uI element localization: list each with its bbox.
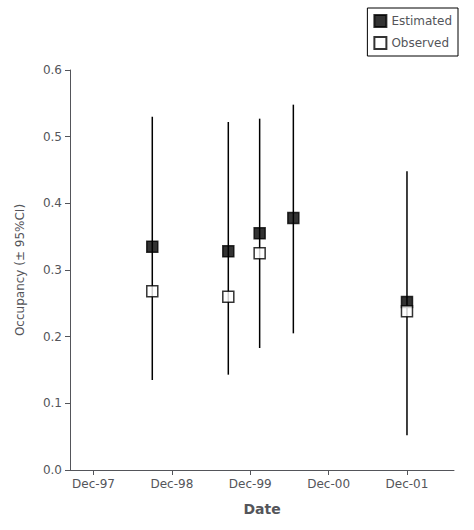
svg-text:Date: Date [243,501,280,517]
svg-text:0.4: 0.4 [43,196,62,210]
svg-text:0.0: 0.0 [43,463,62,477]
svg-text:0.1: 0.1 [43,396,62,410]
svg-text:Dec-97: Dec-97 [72,477,115,491]
svg-text:0.2: 0.2 [43,330,62,344]
svg-text:Dec-99: Dec-99 [229,477,272,491]
svg-text:Occupancy (± 95%CI): Occupancy (± 95%CI) [13,204,27,336]
svg-text:Dec-00: Dec-00 [307,477,350,491]
svg-text:Dec-98: Dec-98 [150,477,193,491]
svg-text:Dec-01: Dec-01 [386,477,429,491]
svg-text:0.5: 0.5 [43,130,62,144]
svg-text:Observed: Observed [391,36,449,50]
svg-text:Estimated: Estimated [391,14,452,28]
svg-text:0.3: 0.3 [43,263,62,277]
svg-text:0.6: 0.6 [43,63,62,77]
